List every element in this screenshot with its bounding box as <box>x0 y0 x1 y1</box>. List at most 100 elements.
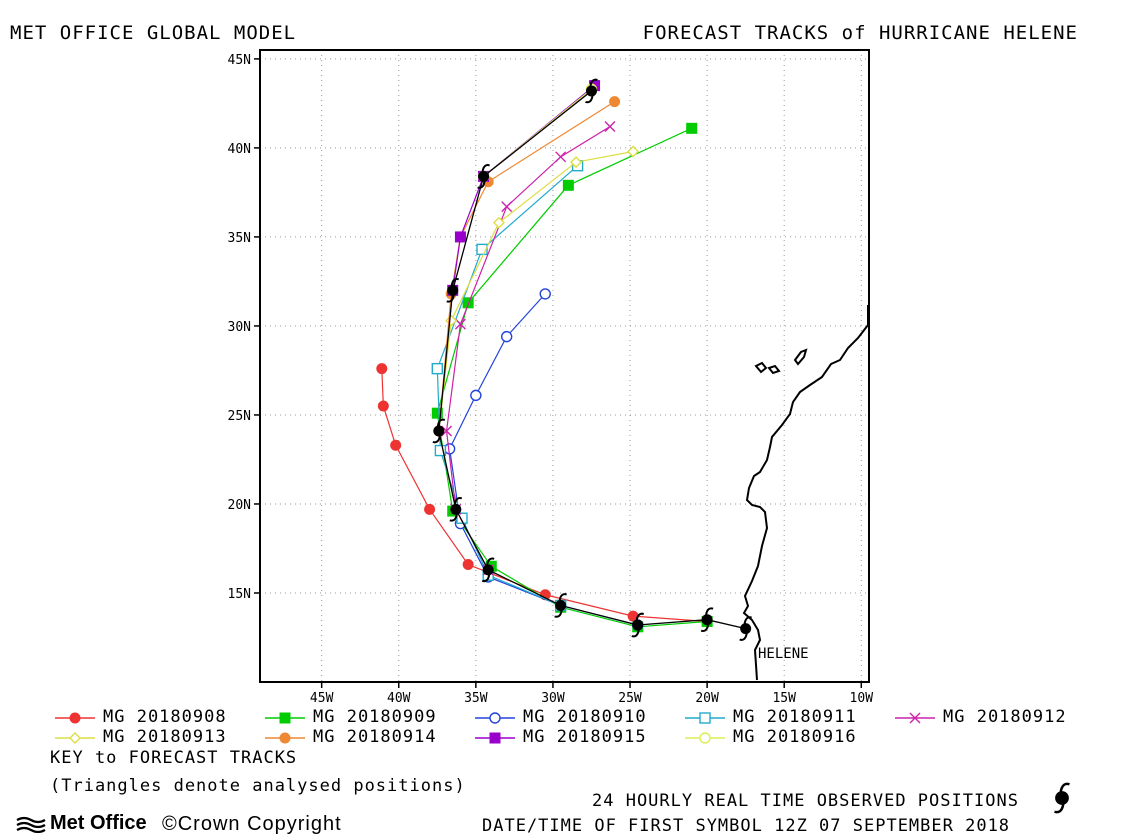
observed-position-hurricane-icon <box>432 418 446 444</box>
observed-positions-label: 24 HOURLY REAL TIME OBSERVED POSITIONS <box>592 791 1019 811</box>
track-point <box>377 400 389 412</box>
track-point <box>454 318 466 330</box>
map-frame <box>259 49 870 683</box>
track-point <box>604 121 616 133</box>
track-point <box>492 216 505 229</box>
track-series <box>447 80 601 296</box>
track-point <box>445 314 458 327</box>
y-tick-label: 40N <box>228 142 251 157</box>
canary-island-1 <box>754 361 768 374</box>
track-point <box>562 179 574 191</box>
track-point <box>456 512 468 524</box>
track-point <box>627 145 640 158</box>
legend-item: MG 20180910 <box>523 707 647 727</box>
legend-item: MG 20180913 <box>103 727 227 747</box>
x-tick-label: 10W <box>850 691 874 706</box>
track-point <box>686 122 698 134</box>
legend-item: MG 20180912 <box>943 707 1067 727</box>
y-tick-label: 35N <box>228 231 251 246</box>
first-symbol-date: DATE/TIME OF FIRST SYMBOL 12Z 07 SEPTEMB… <box>482 816 1011 836</box>
met-office-wave-icon <box>16 816 46 833</box>
legend-marker <box>279 732 291 744</box>
track-point <box>570 156 583 169</box>
observed-position-hurricane-icon <box>481 557 495 583</box>
track-point <box>462 297 474 309</box>
legend-item: MG 20180914 <box>313 727 437 747</box>
y-tick-label: 15N <box>228 587 251 602</box>
legend-item: MG 20180909 <box>313 707 437 727</box>
x-tick-label: 45W <box>310 691 334 706</box>
track-series <box>441 121 616 576</box>
legend-item: MG 20180908 <box>103 707 227 727</box>
track-line <box>438 101 615 432</box>
copyright-notice: ©Crown Copyright <box>162 813 342 835</box>
track-point <box>500 330 513 343</box>
track-series <box>443 288 644 631</box>
track-point <box>501 201 513 213</box>
key-title: KEY to FORECAST TRACKS <box>50 748 298 768</box>
track-line <box>449 293 638 626</box>
x-tick-label: 15W <box>772 691 796 706</box>
track-point <box>434 444 447 457</box>
track-point <box>390 439 402 451</box>
met-office-logo: Met Office <box>16 812 147 835</box>
canary-island-2 <box>767 364 781 375</box>
track-series <box>431 160 584 612</box>
observed-position-hurricane-icon <box>631 612 645 638</box>
x-tick-label: 40W <box>387 691 411 706</box>
track-point <box>539 288 551 300</box>
legend-marker <box>699 732 711 744</box>
observed-position-hurricane-icon <box>739 616 752 641</box>
track-point <box>462 559 474 571</box>
footer-hurricane-icon <box>1054 782 1070 814</box>
track-series <box>376 363 713 627</box>
track-point <box>555 151 567 163</box>
observed-symbol-icon <box>1054 782 1070 814</box>
african-coastline <box>742 305 869 681</box>
track-line <box>381 368 708 623</box>
legend-marker <box>909 712 921 724</box>
storm-name-label: HELENE <box>758 646 809 662</box>
legend-item: MG 20180916 <box>733 727 857 747</box>
track-point <box>376 363 388 375</box>
key-note: (Triangles denote analysed positions) <box>50 776 466 796</box>
legend-markers <box>55 712 935 744</box>
observed-position-hurricane-icon <box>585 78 598 104</box>
legend-marker <box>69 712 81 724</box>
track-point <box>441 425 453 437</box>
track-point <box>476 243 488 256</box>
track-point <box>470 389 482 402</box>
y-tick-label: 30N <box>228 320 251 335</box>
legend-marker <box>279 712 291 724</box>
track-series <box>433 96 621 437</box>
track-point <box>431 407 443 419</box>
legend-marker <box>489 712 501 724</box>
legend-item: MG 20180915 <box>523 727 647 747</box>
x-tick-label: 35W <box>464 691 488 706</box>
map-grid <box>260 50 869 682</box>
x-tick-label: 30W <box>541 691 565 706</box>
track-point <box>424 503 436 515</box>
coastline-mainland <box>742 305 869 681</box>
observed-track-line <box>438 90 746 630</box>
track-point <box>431 362 444 375</box>
observed-position-hurricane-icon <box>446 278 460 303</box>
legend-marker <box>699 712 711 724</box>
track-point <box>609 96 621 108</box>
x-tick-label: 25W <box>618 691 642 706</box>
track-line <box>445 126 611 571</box>
model-title: MET OFFICE GLOBAL MODEL <box>10 22 297 44</box>
track-line <box>438 150 634 510</box>
brand-name: Met Office <box>50 812 147 834</box>
observed-position-hurricane-icon <box>554 593 567 618</box>
observed-position-hurricane-icon <box>477 164 490 189</box>
chart-title: FORECAST TRACKS of HURRICANE HELENE <box>642 22 1078 44</box>
map-axes: 45W 40W 35W 30W 25W 20W 15W 10W 15N 20N 25N 30N 35N 4… <box>228 53 874 706</box>
canary-island-3 <box>793 348 808 366</box>
y-tick-label: 45N <box>228 53 251 68</box>
observed-position-hurricane-icon <box>449 496 463 522</box>
forecast-tracks <box>376 80 713 633</box>
legend-marker <box>69 732 81 744</box>
legend-marker <box>489 732 501 744</box>
